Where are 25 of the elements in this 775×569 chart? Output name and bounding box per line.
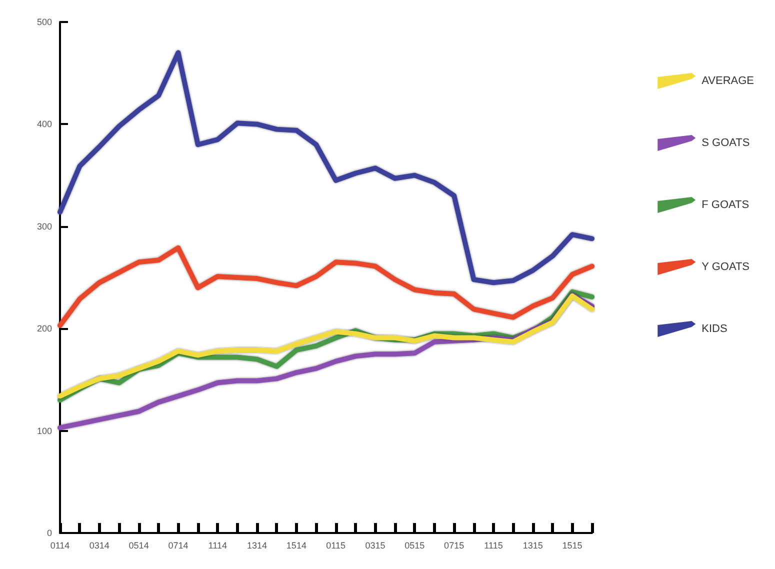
x-tick-label: 0115 bbox=[326, 540, 346, 550]
x-tick-label: 0515 bbox=[404, 540, 425, 550]
x-tick-label: 1515 bbox=[562, 540, 582, 550]
x-tick-label: 1315 bbox=[522, 540, 543, 550]
y-tick-label: 0 bbox=[46, 528, 52, 538]
legend-label: F GOATS bbox=[702, 199, 750, 211]
legend-label: Y GOATS bbox=[702, 261, 750, 273]
x-tick-label: 0714 bbox=[168, 540, 188, 550]
x-tick-label: 0715 bbox=[444, 540, 464, 550]
legend-label: S GOATS bbox=[702, 137, 750, 149]
x-tick-label: 1114 bbox=[208, 540, 227, 550]
y-tick-label: 200 bbox=[36, 324, 52, 334]
y-tick-label: 300 bbox=[36, 221, 52, 232]
legend-label: AVERAGE bbox=[702, 75, 754, 87]
x-tick-label: 0314 bbox=[89, 540, 110, 550]
x-tick-label: 0315 bbox=[365, 540, 386, 550]
y-tick-label: 400 bbox=[36, 119, 52, 130]
x-tick-label: 0114 bbox=[50, 540, 70, 550]
x-tick-label: 1314 bbox=[247, 540, 268, 550]
y-tick-label: 100 bbox=[36, 426, 52, 436]
x-tick-label: 1514 bbox=[286, 540, 306, 550]
x-tick-label: 1115 bbox=[484, 540, 503, 550]
x-tick-label: 0514 bbox=[128, 540, 149, 550]
y-tick-label: 500 bbox=[36, 17, 52, 27]
legend-label: KIDS bbox=[702, 323, 728, 335]
